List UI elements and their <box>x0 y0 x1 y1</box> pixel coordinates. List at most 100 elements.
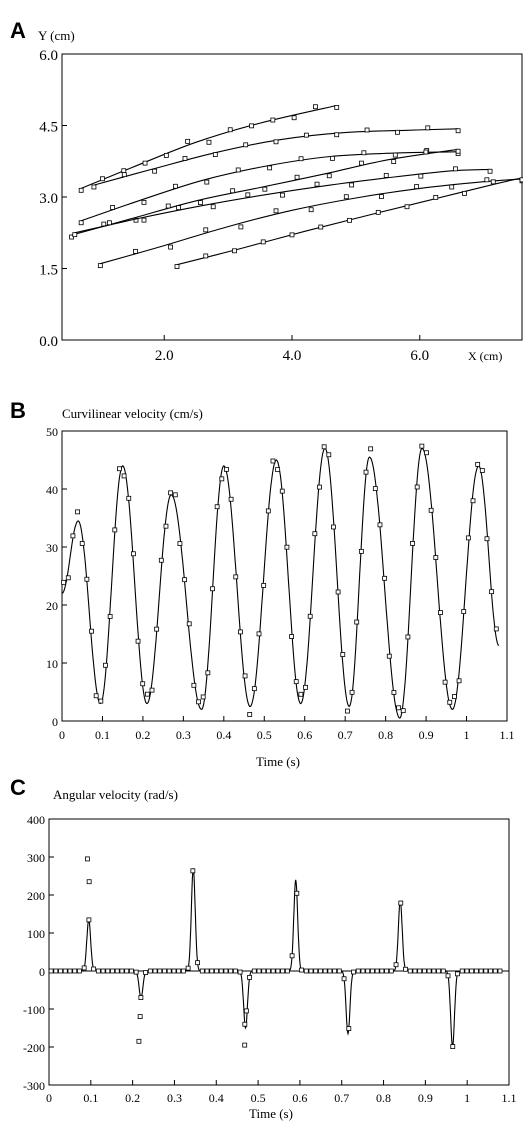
panel-a-xtick-label: 4.0 <box>283 348 302 364</box>
panel-c-sample-point <box>355 968 361 974</box>
panel-c-sample-point <box>232 968 238 974</box>
panel-b-sample-point <box>433 555 439 560</box>
panel-b-xticks: 0 0.1 0.2 0.3 0.4 0.5 0.6 0.7 0.8 0.9 1 1.1 <box>59 716 515 742</box>
panel-c-sample-point <box>95 968 101 974</box>
panel-a-sample-point <box>238 224 244 230</box>
panel-b-sample-point <box>479 468 485 473</box>
panel-b-ytick-label: 40 <box>46 483 58 497</box>
panel-c-sample-point <box>77 968 82 974</box>
panel-a-ytick-label: 3.0 <box>39 191 58 207</box>
panel-c-sample-point <box>393 962 399 968</box>
panel-a-sample-point <box>212 152 218 157</box>
panel-b-sample-point <box>112 527 118 533</box>
panel-c-sample-point <box>114 968 120 974</box>
panel-b-sample-point <box>265 508 271 514</box>
panel-c-xtick-label: 0.3 <box>167 1091 182 1105</box>
panel-a-ylabel: Y (cm) <box>38 28 75 43</box>
panel-a-ytick-label: 4.5 <box>39 120 58 136</box>
panel-c-sample-point <box>464 968 470 974</box>
panel-c-sample-point <box>204 968 210 974</box>
panel-a-series <box>69 104 523 269</box>
panel-c-sample-point <box>341 976 347 982</box>
panel-b-yticks: 0 10 20 30 40 50 <box>46 425 67 729</box>
panel-a-sample-point <box>78 220 84 226</box>
panel-b-sample-point <box>456 678 462 684</box>
panel-a-sample-point <box>318 224 324 230</box>
panel-a-sample-point <box>298 156 304 162</box>
panel-c-sample-point <box>299 967 304 973</box>
panel-b-sample-point <box>121 473 127 479</box>
panel-b-sample-point <box>191 682 197 688</box>
panel-b-sample-point <box>317 484 322 490</box>
panel-c-ytick-label: -300 <box>23 1079 45 1093</box>
panel-b-sample-point <box>126 495 132 501</box>
panel-c-sample-point <box>488 968 493 974</box>
panel-a-sample-point <box>152 168 158 174</box>
panel-a-sample-point <box>334 104 340 110</box>
panel-b-ytick-label: 0 <box>52 715 58 729</box>
panel-a-sample-point <box>243 142 249 148</box>
panel-a-sample-point <box>519 177 523 183</box>
panel-c-sample-point <box>332 968 338 974</box>
panel-c-sample-point <box>247 975 252 980</box>
panel-b-sample-point <box>424 450 429 456</box>
panel-b-sample-point <box>205 670 211 676</box>
panel-b-xtick-label: 1.1 <box>500 728 515 742</box>
panel-c-sample-point <box>105 968 111 974</box>
panel-a-sample-point <box>72 232 78 238</box>
panel-c-sample-point <box>322 968 328 974</box>
panel-b-sample-point <box>93 693 99 699</box>
panel-b-xtick-label: 0.7 <box>338 728 353 742</box>
panel-c-sample-point <box>138 995 144 1000</box>
panel-a-sample-point <box>453 166 458 172</box>
panel-c-sample-point <box>365 968 371 974</box>
panel-c-sample-point <box>162 968 167 974</box>
panel-a-sample-point <box>392 152 398 158</box>
panel-a-sample-point <box>314 181 320 187</box>
panel-c-sample-point <box>58 968 63 974</box>
panel-a: A Y (cm) 0.0 1.5 3.0 4.5 6.0 2.0 4.0 6.0 X (cm… <box>10 18 523 364</box>
panel-b-sample-point <box>372 486 378 491</box>
panel-a-sample-point <box>433 194 439 200</box>
panel-b-sample-point <box>400 708 406 714</box>
panel-b-sample-point <box>447 699 453 705</box>
panel-c-sample-point <box>497 968 503 974</box>
panel-a-sample-point <box>227 127 233 133</box>
panel-b-sample-point <box>261 583 267 588</box>
panel-b-sample-point <box>210 586 215 592</box>
panel-c-sample-point <box>214 968 219 974</box>
panel-a-trajectory-4 <box>71 148 459 236</box>
panel-a-sample-point <box>121 172 127 178</box>
panel-b-sample-point <box>70 533 76 539</box>
panel-a-sample-point <box>270 117 276 123</box>
panel-a-sample-point <box>273 208 279 214</box>
panel-a-xtick-label: 6.0 <box>410 348 429 364</box>
panel-b-sample-point <box>307 613 313 619</box>
panel-a-sample-point <box>359 160 364 166</box>
panel-b-sample-point <box>163 523 169 529</box>
panel-c-ytick-label: 0 <box>39 965 45 979</box>
panel-a-sample-point <box>414 184 419 189</box>
panel-a-sample-point <box>176 205 181 211</box>
panel-b-xtick-label: 0.3 <box>176 728 191 742</box>
panel-b-sample-point <box>154 626 160 632</box>
panel-c-ytick-label: 400 <box>27 813 45 827</box>
panel-a-sample-point <box>289 232 295 238</box>
panel-a-sample-point <box>418 173 424 179</box>
panel-b-sample-point <box>289 634 294 639</box>
panel-a-sample-point <box>267 165 273 171</box>
panel-b-ytick-label: 30 <box>46 541 58 555</box>
panel-c-xtick-label: 0.6 <box>292 1091 307 1105</box>
panel-b-sample-point <box>345 708 350 714</box>
panel-b-xlabel: Time (s) <box>256 754 300 769</box>
panel-b-sample-point <box>196 699 201 705</box>
panel-a-sample-point <box>182 156 188 161</box>
panel-b-sample-point <box>465 535 471 541</box>
panel-a-xtick-label: 2.0 <box>155 348 174 364</box>
panel-c-sample-point <box>351 969 356 975</box>
panel-b-sample-point <box>377 522 383 528</box>
panel-c-outlier-point <box>85 856 90 862</box>
panel-a-frame <box>61 53 523 341</box>
panel-c-sample-point <box>436 968 441 974</box>
panel-c-sample-point <box>275 968 281 974</box>
